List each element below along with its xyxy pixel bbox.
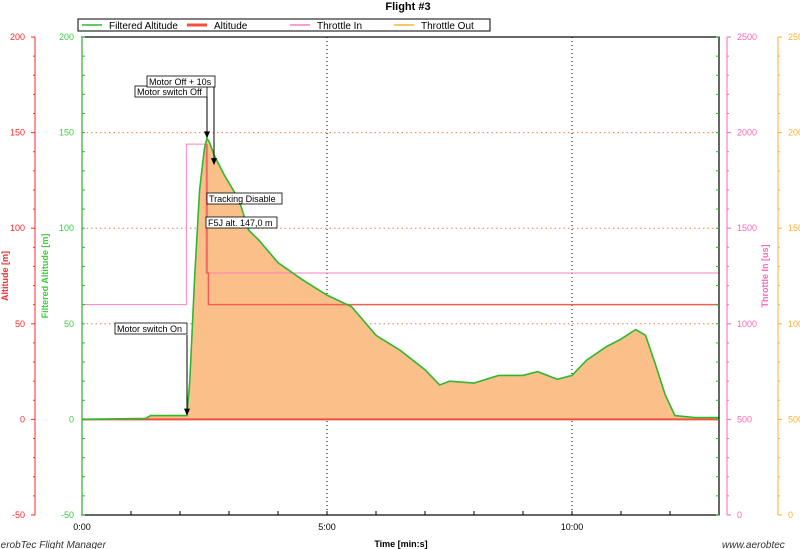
annotation-label: Motor switch On [117,324,182,334]
axes: 0:00 5:00 10:00200150100500-50200150100500… [0,32,800,532]
throttle-out-axis-tick-label: 1000 [788,319,800,329]
plot-frame [81,36,720,516]
legend-label-1: Altitude [214,21,248,32]
filtered-altitude-axis-tick-label: -50 [61,510,74,520]
filtered-altitude-axis-tick-label: 150 [59,128,74,138]
legend-label-3: Throttle Out [421,21,474,32]
filtered-altitude-axis-label: Filtered Altitude [m] [40,234,50,319]
throttle-in-axis-label: Throttle In [us] [760,245,770,308]
throttle-out-axis-tick-label: 0 [788,510,793,520]
annotation-box [205,216,278,229]
throttle-out-axis-tick-label: 2500 [788,32,800,42]
legend-label-0: Filtered Altitude [109,21,178,32]
filtered-altitude-axis-tick-label: 100 [59,223,74,233]
throttle-in-axis-tick-label: 2000 [737,128,757,138]
annotation-label: Tracking Disable [209,194,276,204]
throttle-in-axis-tick-label: 1500 [737,223,757,233]
legend-label-2: Throttle In [317,21,362,32]
throttle-in-line [82,143,719,306]
altitude-axis-tick-label: 150 [10,128,25,138]
throttle-in-axis-tick-label: 500 [737,414,752,424]
throttle-in-axis-tick-label: 2500 [737,32,757,42]
annotation-arrow [211,158,217,166]
x-tick-label: 0:00 [73,522,91,532]
x-tick-label: 5:00 [318,522,336,532]
altitude-axis-tick-label: 100 [10,223,25,233]
filtered-altitude-axis-tick-label: 0 [69,414,74,424]
throttle-out-axis-tick-label: 1500 [788,223,800,233]
throttle-out-axis-tick-label: 2000 [788,128,800,138]
annotation-label: Motor Off + 10s [149,77,212,87]
altitude-area [82,138,719,420]
annotation-box [114,322,188,335]
annotation-box [146,75,216,88]
altitude-axis-tick-label: -50 [12,510,25,520]
annotation-label: F5J alt. 147,0 m [208,218,273,228]
filtered-altitude-line [81,136,719,421]
filtered-altitude-axis-tick-label: 50 [64,319,74,329]
plot-area [81,136,719,421]
annotation-arrow [184,408,190,416]
altitude-axis-tick-label: 200 [10,32,25,42]
altitude-axis-tick-label: 50 [15,319,25,329]
annotation-arrow [204,131,210,139]
chart-title: Flight #3 [385,1,430,13]
grid [82,37,719,515]
altitude-axis-label: Altitude [m] [0,251,10,301]
footer-left: AerobTec Flight Manager [0,540,107,549]
filtered-altitude-axis-tick-label: 200 [59,32,74,42]
throttle-out-axis-tick-label: 500 [788,414,800,424]
legend-box [77,18,491,32]
annotation-box [206,192,283,205]
altitude-axis-tick-label: 0 [20,414,25,424]
annotation-label: Motor switch Off [137,87,202,97]
x-axis-label: Time [min:s] [374,539,427,549]
footer-right: www.aerobtec [722,540,785,549]
x-tick-label: 10:00 [561,522,584,532]
throttle-out-line [206,144,719,306]
throttle-in-axis-tick-label: 1000 [737,319,757,329]
legend: Filtered Altitude Altitude Throttle In Thro… [77,18,491,32]
throttle-in-axis-tick-label: 0 [737,510,742,520]
